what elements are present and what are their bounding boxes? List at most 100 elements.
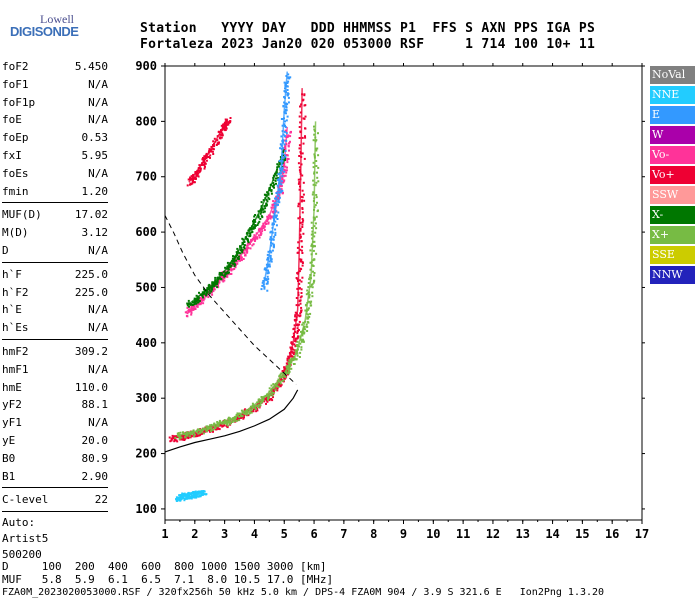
trace-point — [200, 431, 203, 434]
trace-point — [298, 137, 301, 139]
trace-point — [201, 298, 204, 301]
trace-point — [289, 364, 292, 367]
trace-point — [301, 211, 304, 214]
trace-point — [220, 124, 223, 127]
trace-point — [208, 292, 211, 295]
param-value: 20.0 — [81, 433, 109, 447]
trace-point — [285, 166, 288, 169]
trace-point — [235, 251, 238, 254]
param-value: N/A — [88, 166, 108, 180]
trace-point — [300, 200, 303, 203]
trace-point — [187, 497, 190, 499]
trace-point — [300, 292, 303, 294]
trace-point — [232, 418, 235, 421]
trace-point — [312, 161, 315, 164]
trace-point — [275, 177, 277, 180]
logo-line2: DIGISONDE — [10, 24, 79, 39]
trace-point — [300, 306, 303, 309]
trace-point — [243, 244, 246, 247]
trace-point — [300, 338, 303, 341]
param-row: hmF2 309.2 — [2, 343, 108, 361]
trace-point — [317, 180, 320, 183]
trace-point — [178, 499, 181, 502]
trace-point — [231, 262, 234, 265]
param-row: foEp 0.53 — [2, 129, 108, 147]
trace-point — [203, 493, 206, 496]
trace-point — [282, 379, 285, 382]
trace-point — [240, 415, 242, 418]
trace-point — [205, 292, 208, 295]
trace-point — [193, 305, 196, 307]
trace-point — [230, 264, 233, 267]
trace-point — [272, 246, 275, 249]
trace-point — [282, 104, 285, 107]
trace-point — [281, 376, 284, 379]
trace-point — [239, 252, 242, 255]
trace-point — [296, 278, 299, 281]
trace-point — [281, 152, 284, 155]
param-value: 0.53 — [81, 131, 109, 145]
trace-point — [280, 372, 283, 375]
trace-point — [182, 493, 184, 495]
trace-point — [283, 146, 286, 149]
trace-point — [256, 236, 259, 239]
trace-point — [203, 297, 206, 300]
trace-point — [296, 246, 299, 249]
trace-point — [216, 427, 219, 430]
trace-point — [263, 205, 266, 208]
trace-point — [216, 283, 219, 285]
trace-point — [317, 209, 319, 212]
trace-point — [203, 161, 206, 164]
trace-point — [238, 255, 240, 258]
trace-point — [286, 89, 289, 91]
trace-point — [287, 96, 290, 99]
trace-point — [239, 259, 241, 262]
trace-point — [310, 300, 313, 303]
trace-point — [268, 265, 271, 268]
trace-point — [281, 160, 284, 163]
trace-point — [298, 279, 301, 282]
trace-point — [218, 137, 221, 140]
trace-point — [285, 119, 288, 122]
trace-point — [263, 229, 266, 231]
trace-point — [274, 388, 277, 391]
trace-point — [265, 398, 268, 401]
trace-point — [267, 196, 270, 199]
trace-point — [294, 349, 297, 352]
x-tick-label: 10 — [426, 527, 440, 541]
trace-point — [272, 215, 275, 218]
trace-point — [213, 145, 216, 148]
trace-point — [193, 181, 196, 184]
trace-point — [313, 128, 316, 131]
trace-point — [209, 156, 211, 159]
trace-point — [252, 406, 254, 409]
trace-point — [178, 497, 181, 500]
trace-point — [193, 495, 196, 498]
param-key: hmF2 — [2, 344, 29, 358]
trace-point — [314, 222, 317, 225]
trace-point — [182, 437, 185, 440]
trace-point — [272, 396, 274, 399]
legend-item: X- — [650, 206, 695, 224]
trace-point — [267, 398, 269, 401]
trace-point — [215, 428, 218, 431]
trace-point — [206, 291, 209, 294]
trace-point — [276, 218, 279, 220]
trace-point — [213, 427, 216, 430]
trace-point — [232, 268, 235, 271]
trace-point — [278, 191, 281, 194]
trace-point — [292, 355, 295, 358]
trace-point — [201, 490, 204, 493]
trace-point — [216, 424, 219, 427]
trace-point — [313, 279, 316, 282]
trace-point — [285, 109, 288, 112]
trace-point — [306, 308, 309, 311]
trace-point — [286, 82, 289, 84]
trace-point — [286, 359, 289, 362]
trace-point — [210, 291, 213, 294]
trace-point — [287, 368, 290, 370]
trace-point — [273, 204, 276, 207]
trace-point — [263, 226, 266, 229]
trace-point — [313, 235, 316, 238]
trace-point — [254, 220, 257, 223]
